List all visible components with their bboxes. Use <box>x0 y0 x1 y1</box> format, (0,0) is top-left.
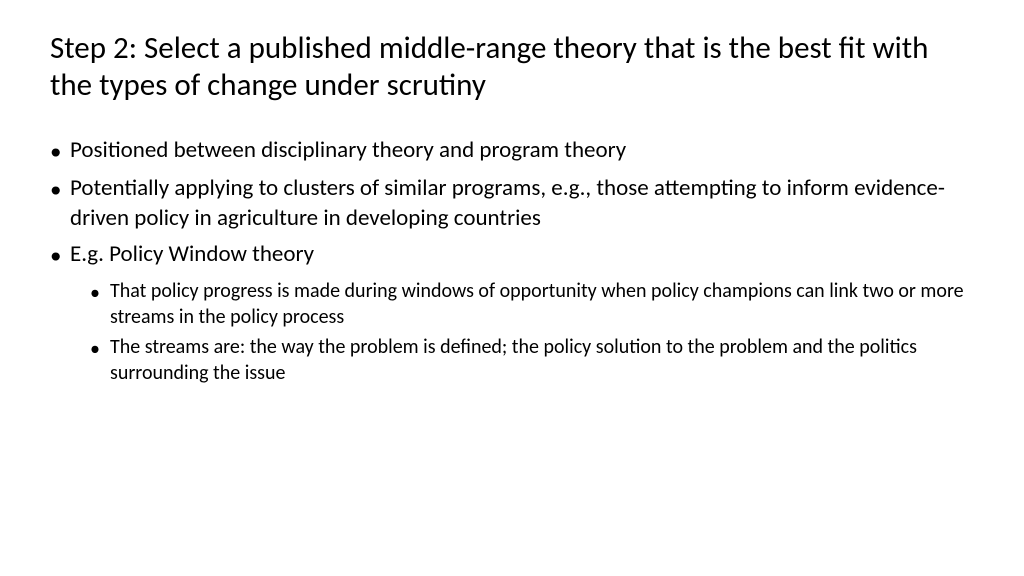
sub-list: • That policy progress is made during wi… <box>50 278 974 386</box>
bullet-marker: • <box>50 136 70 168</box>
bullet-text: E.g. Policy Window theory <box>70 240 974 270</box>
list-item: • Positioned between disciplinary theory… <box>50 136 974 168</box>
bullet-text: Potentially applying to clusters of simi… <box>70 174 974 234</box>
bullet-marker: • <box>90 278 110 306</box>
bullet-marker: • <box>90 334 110 362</box>
sub-list-item: • The streams are: the way the problem i… <box>90 334 974 386</box>
bullet-list: • Positioned between disciplinary theory… <box>50 136 974 272</box>
sub-list-item: • That policy progress is made during wi… <box>90 278 974 330</box>
slide-title: Step 2: Select a published middle-range … <box>50 30 974 104</box>
list-item: • E.g. Policy Window theory <box>50 240 974 272</box>
list-item: • Potentially applying to clusters of si… <box>50 174 974 234</box>
bullet-text: Positioned between disciplinary theory a… <box>70 136 974 166</box>
bullet-marker: • <box>50 174 70 206</box>
sub-bullet-text: The streams are: the way the problem is … <box>110 334 974 386</box>
bullet-marker: • <box>50 240 70 272</box>
sub-bullet-text: That policy progress is made during wind… <box>110 278 974 330</box>
